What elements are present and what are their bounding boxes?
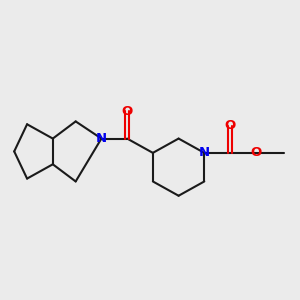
Text: O: O (224, 119, 236, 132)
Text: N: N (96, 132, 107, 145)
Text: N: N (199, 146, 210, 159)
Text: O: O (122, 105, 133, 118)
Text: O: O (250, 146, 261, 159)
